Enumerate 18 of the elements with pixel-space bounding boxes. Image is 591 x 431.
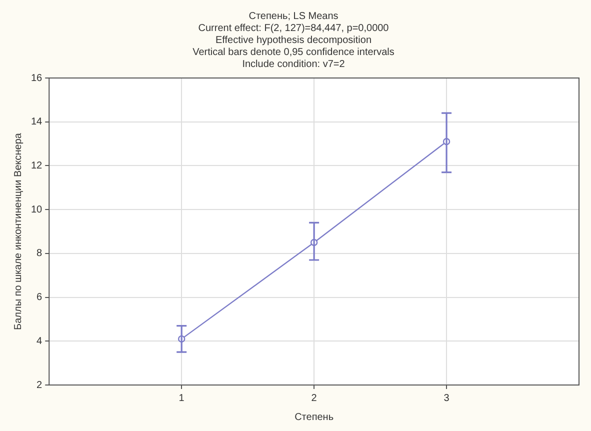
y-tick-label: 12 [31, 160, 43, 172]
x-axis-title: Степень [294, 412, 334, 423]
y-tick-label: 6 [36, 292, 43, 304]
x-tick-label: 3 [444, 392, 450, 404]
x-tick-label: 2 [311, 392, 318, 404]
x-tick-label: 1 [178, 392, 185, 404]
text: Vertical bars denote 0,95 confidence intervals [192, 46, 394, 58]
text: Степень; LS Means [248, 10, 338, 22]
y-tick-label: 4 [36, 336, 43, 347]
y-tick-label: 2 [36, 380, 43, 391]
y-tick-label: 16 [31, 72, 43, 84]
text: Current effect: F(2, 127)=84,447, p=0,0000 [198, 22, 389, 34]
text: Include condition: v7=2 [242, 58, 345, 70]
y-tick-label: 10 [31, 204, 43, 216]
y-tick-label: 8 [36, 248, 43, 260]
y-tick-label: 14 [31, 116, 43, 128]
y-axis-title: Баллы по шкале инконтиненции Векснера [12, 132, 24, 330]
text: Effective hypothesis decomposition [215, 34, 372, 46]
